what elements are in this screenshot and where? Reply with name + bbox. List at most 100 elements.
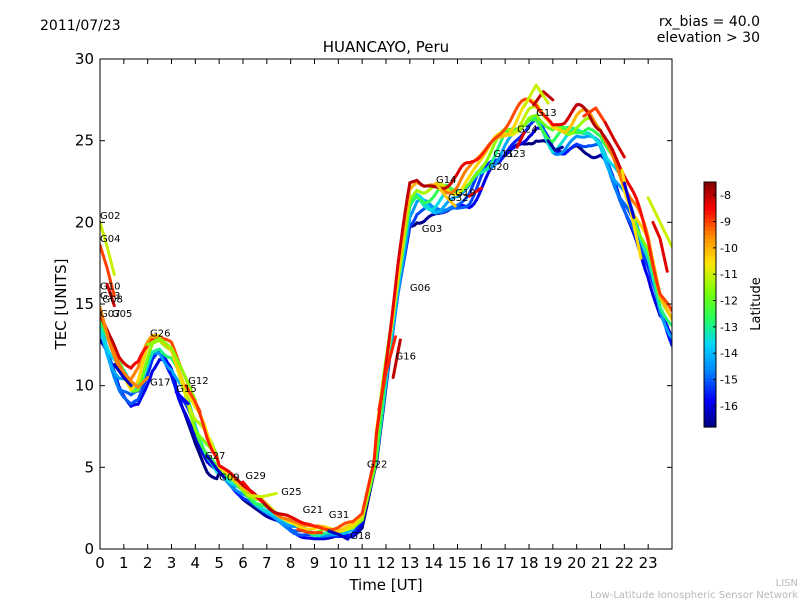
colorbar-swatch	[704, 260, 716, 265]
colorbar-swatch	[704, 337, 716, 342]
x-axis-label: Time [UT]	[348, 576, 422, 594]
x-tick-label: 4	[191, 554, 201, 572]
colorbar-swatch	[704, 378, 716, 383]
x-tick-label: 17	[496, 554, 515, 572]
colorbar-tick-label: -12	[720, 295, 738, 308]
colorbar-swatch	[704, 280, 716, 285]
colorbar-swatch	[704, 329, 716, 334]
x-tick-label: 2	[143, 554, 153, 572]
colorbar-swatch	[704, 251, 716, 256]
colorbar-swatch	[704, 317, 716, 322]
colorbar-tick-label: -16	[720, 400, 738, 413]
colorbar-swatch	[704, 198, 716, 203]
network-full-label: Low-Latitude Ionospheric Sensor Network	[590, 590, 798, 601]
x-tick-label: 12	[376, 554, 395, 572]
x-tick-label: 19	[543, 554, 562, 572]
x-tick-label: 8	[286, 554, 296, 572]
colorbar-swatch	[704, 362, 716, 367]
colorbar-swatch	[704, 186, 716, 191]
x-tick-label: 14	[424, 554, 443, 572]
x-tick-label: 16	[472, 554, 491, 572]
satellite-label: G06	[410, 283, 430, 294]
colorbar-swatch	[704, 288, 716, 293]
colorbar-swatch	[704, 390, 716, 395]
x-tick-label: 20	[567, 554, 586, 572]
colorbar-swatch	[704, 313, 716, 318]
colorbar-swatch	[704, 207, 716, 212]
colorbar-swatch	[704, 300, 716, 305]
x-tick-label: 9	[310, 554, 320, 572]
satellite-label: G08	[102, 294, 122, 305]
satellite-label: G02	[100, 211, 120, 222]
x-tick-label: 23	[639, 554, 658, 572]
colorbar-tick-label: -13	[720, 321, 738, 334]
colorbar-tick-label: -8	[720, 189, 731, 202]
colorbar-tick-label: -10	[720, 242, 738, 255]
colorbar-swatch	[704, 292, 716, 297]
colorbar-swatch	[704, 358, 716, 363]
colorbar-swatch	[704, 415, 716, 420]
satellite-label: G16	[396, 352, 416, 363]
satellite-label: G15	[176, 384, 196, 395]
colorbar-swatch	[704, 407, 716, 412]
x-tick-label: 0	[95, 554, 105, 572]
colorbar-swatch	[704, 403, 716, 408]
network-short-label: LISN	[776, 578, 798, 589]
satellite-label: G22	[367, 459, 387, 470]
colorbar-swatch	[704, 333, 716, 338]
colorbar-swatch	[704, 243, 716, 248]
satellite-label: G20	[488, 162, 508, 173]
colorbar-swatch	[704, 235, 716, 240]
colorbar-swatch	[704, 256, 716, 261]
satellite-label: G19	[455, 188, 475, 199]
y-tick-label: 15	[75, 295, 94, 313]
satellite-label: G05	[112, 309, 132, 320]
colorbar-swatch	[704, 202, 716, 207]
chart-title: HUANCAYO, Peru	[323, 38, 449, 56]
satellite-label: G31	[329, 510, 349, 521]
satellite-label: G03	[422, 224, 442, 235]
x-tick-label: 3	[167, 554, 177, 572]
colorbar-swatch	[704, 231, 716, 236]
x-tick-label: 5	[214, 554, 224, 572]
colorbar-swatch	[704, 386, 716, 391]
colorbar-swatch	[704, 215, 716, 220]
satellite-label: G14	[436, 175, 456, 186]
colorbar-swatch	[704, 354, 716, 359]
colorbar-swatch	[704, 276, 716, 281]
colorbar-label: Latitude	[749, 277, 764, 331]
colorbar-tick-label: -11	[720, 268, 738, 281]
satellite-label: G21	[303, 505, 323, 516]
satellite-label: G24	[517, 125, 537, 136]
satellite-label: G18	[350, 531, 370, 542]
colorbar-swatch	[704, 223, 716, 228]
colorbar-swatch	[704, 284, 716, 289]
x-tick-label: 18	[519, 554, 538, 572]
colorbar-swatch	[704, 321, 716, 326]
colorbar-swatch	[704, 211, 716, 216]
colorbar-swatch	[704, 398, 716, 403]
x-tick-label: 11	[353, 554, 372, 572]
colorbar-swatch	[704, 227, 716, 232]
satellite-label: G09	[219, 472, 239, 483]
colorbar-tick-label: -9	[720, 216, 731, 229]
colorbar-swatch	[704, 190, 716, 195]
colorbar-swatch	[704, 419, 716, 424]
colorbar-swatch	[704, 268, 716, 273]
colorbar-swatch	[704, 411, 716, 416]
colorbar-swatch	[704, 264, 716, 269]
x-tick-label: 6	[238, 554, 248, 572]
satellite-label: G13	[536, 108, 556, 119]
x-tick-label: 7	[262, 554, 272, 572]
colorbar-tick-label: -15	[720, 374, 738, 387]
y-tick-label: 25	[75, 132, 94, 150]
y-tick-label: 10	[75, 377, 94, 395]
colorbar-swatch	[704, 239, 716, 244]
satellite-label: G25	[281, 487, 301, 498]
y-tick-label: 30	[75, 50, 94, 68]
colorbar-swatch	[704, 366, 716, 371]
satellite-label: G23	[505, 149, 525, 160]
colorbar-swatch	[704, 382, 716, 387]
colorbar-swatch	[704, 309, 716, 314]
